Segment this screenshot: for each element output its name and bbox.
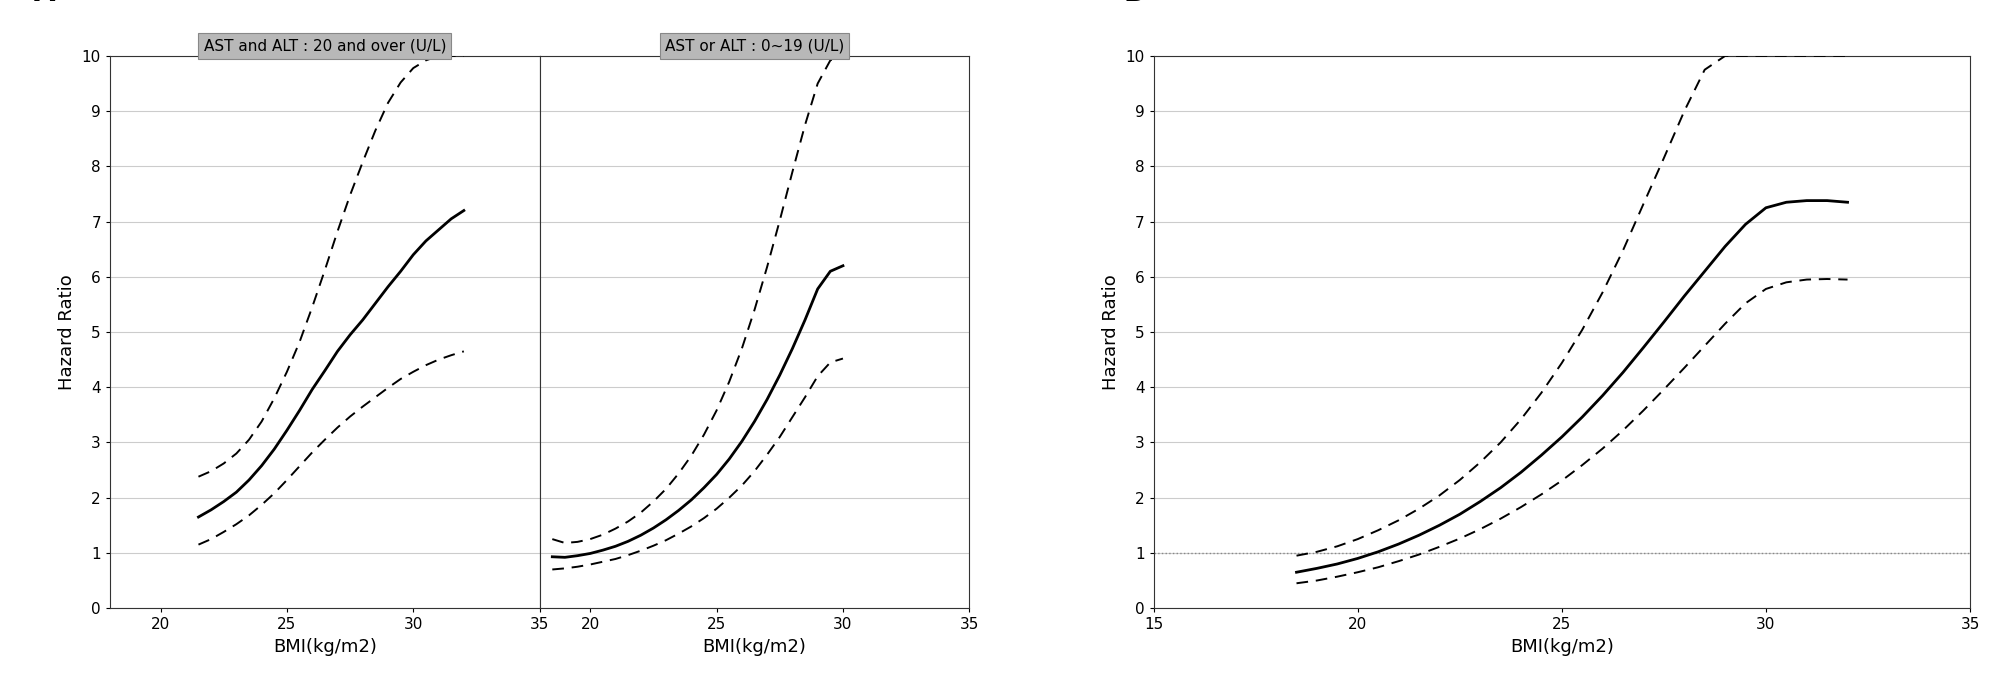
Title: AST or ALT : 0~19 (U/L): AST or ALT : 0~19 (U/L) — [664, 38, 844, 53]
Text: A: A — [34, 0, 56, 7]
X-axis label: BMI(kg/m2): BMI(kg/m2) — [272, 637, 376, 656]
Y-axis label: Hazard Ratio: Hazard Ratio — [1102, 274, 1120, 390]
Title: AST and ALT : 20 and over (U/L): AST and ALT : 20 and over (U/L) — [204, 38, 446, 53]
X-axis label: BMI(kg/m2): BMI(kg/m2) — [702, 637, 806, 656]
Text: B: B — [1124, 0, 1144, 7]
X-axis label: BMI(kg/m2): BMI(kg/m2) — [1510, 637, 1614, 656]
Y-axis label: Hazard Ratio: Hazard Ratio — [58, 274, 76, 390]
